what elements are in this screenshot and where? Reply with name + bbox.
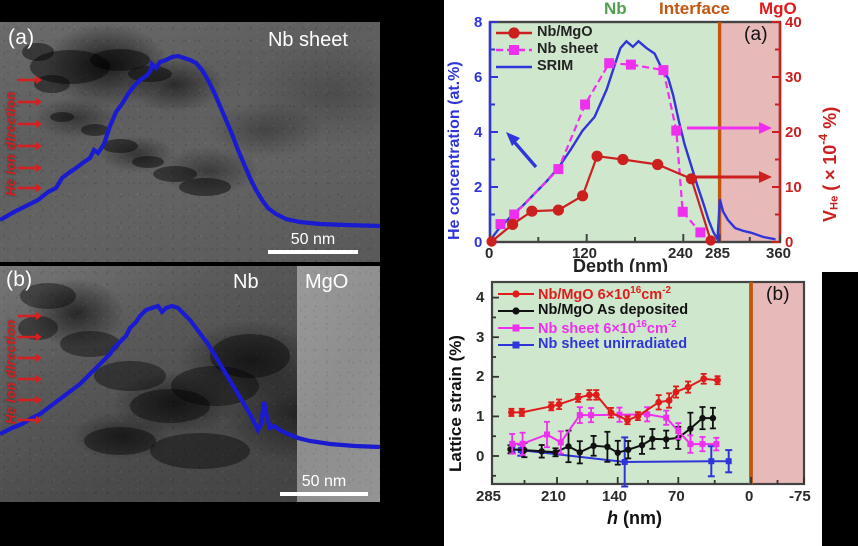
panel-tag-a: (a) — [8, 26, 35, 49]
x-ticklabel-a-0: 0 — [485, 245, 494, 262]
y2-ticklabel-a-10: 10 — [785, 179, 802, 196]
scalebar-b-bar — [280, 492, 368, 496]
y2-ticklabel-a-20: 20 — [785, 124, 802, 141]
chart-panel-b: Nb/MgO 6×1016cm-2 Nb/MgO As deposited Nb… — [444, 272, 822, 546]
series-nb-mgo-a-markers — [486, 150, 716, 247]
he-profile-curve-a — [0, 53, 380, 229]
legend-b-item-nbsheet-unirr: Nb sheet unirradiated — [538, 336, 688, 352]
region-mgo-b — [751, 282, 804, 484]
x-ticklabel-a-120: 120 — [572, 245, 598, 262]
x-ticklabel-a-285: 285 — [705, 245, 731, 262]
y-ticklabel-b-3: 3 — [476, 329, 485, 346]
region-mgo-a — [719, 22, 780, 242]
series-nb-mgo-a-line — [490, 154, 712, 243]
legend-a-samples — [496, 27, 532, 69]
y-axis-title-b: Lattice strain (%) — [446, 335, 465, 472]
series-b-nbmgo-line — [511, 377, 718, 422]
series-b-asdep-markers — [507, 414, 717, 456]
y-ticks-right-a — [772, 21, 780, 243]
y2-ticklabel-a-0: 0 — [785, 234, 794, 251]
legend-b-item-nbmgo-asdep: Nb/MgO As deposited — [538, 302, 689, 318]
header-mgo: MgO — [759, 0, 797, 18]
material-label-nb: Nb — [233, 271, 259, 293]
series-nb-sheet-a-line — [499, 62, 702, 234]
series-srim-a — [489, 39, 776, 244]
series-b-nbsheet-markers — [509, 411, 720, 448]
y-ticklabel-b-1: 1 — [476, 408, 485, 425]
x-ticklabel-b-285: 285 — [476, 488, 502, 505]
legend-a-item-srim: SRIM — [537, 58, 574, 74]
legend-a-item-nb-mgo: Nb/MgO — [537, 24, 593, 40]
y-axis-title-a: He concentration (at.%) — [446, 61, 463, 240]
y-ticklabel-b-4: 4 — [476, 289, 485, 306]
legend-b-item-nbmgo-irr: Nb/MgO 6×1016cm-2 — [538, 285, 671, 303]
scalebar-a-bar — [268, 250, 358, 254]
tem-b-defect-overlay — [0, 283, 380, 469]
scalebar-a: 50 nm — [268, 231, 358, 254]
x-ticks-b — [491, 477, 805, 484]
mgo-region-image — [297, 266, 380, 502]
y-ticklabel-a-2: 2 — [474, 179, 483, 196]
y-ticklabel-a-4: 4 — [474, 124, 483, 141]
y2-axis-title-a: VHe (×10-4 %) — [816, 106, 841, 222]
x-ticklabel-b-210: 210 — [541, 488, 567, 505]
right-axis-pointer-arrow-magenta — [687, 122, 772, 134]
y-ticklabel-a-8: 8 — [474, 14, 483, 31]
x-ticklabel-a-360: 360 — [766, 245, 792, 262]
x-ticklabel-b-140: 140 — [602, 488, 628, 505]
legend-b-samples — [498, 290, 534, 349]
x-axis-title-a: Depth (nm) — [573, 256, 668, 276]
mgo-speckle — [297, 266, 380, 502]
tem-a-defect-overlay — [0, 43, 380, 229]
chart-b-svg — [490, 280, 806, 488]
tem-image-panel-a: (a) Nb sheet He ion direction 50 nm — [0, 22, 380, 262]
y-ticklabel-a-0: 0 — [474, 234, 483, 251]
he-ion-arrows-a — [18, 76, 42, 192]
tem-image-panel-b: (b) Nb MgO He ion direction 50 nm — [0, 266, 380, 502]
chart-a-svg — [486, 20, 782, 247]
right-axis-pointer-arrow-red — [689, 171, 772, 183]
x-ticklabel-b-minus75: -75 — [789, 488, 811, 505]
series-b-nbmgo-markers — [508, 375, 721, 424]
left-axis-pointer-arrow-a — [506, 132, 538, 169]
y-ticks-b — [492, 296, 499, 477]
x-axis-title-b: h (nm) — [607, 508, 662, 528]
panel-tag-b: (b) — [6, 268, 33, 291]
y-ticklabel-a-6: 6 — [474, 69, 483, 86]
y-ticklabel-b-0: 0 — [476, 448, 485, 465]
y-ticklabel-b-2: 2 — [476, 368, 485, 385]
scalebar-a-label: 50 nm — [290, 231, 336, 248]
x-ticklabel-b-70: 70 — [668, 488, 685, 505]
header-interface: Interface — [659, 0, 730, 18]
legend-a-item-nb-sheet: Nb sheet — [537, 41, 599, 57]
x-ticklabel-b-0: 0 — [745, 488, 754, 505]
scalebar-b: 50 nm — [280, 473, 368, 496]
y-ticks-left-a — [490, 21, 498, 243]
he-profile-curve-b — [0, 303, 380, 450]
y2-ticklabel-a-30: 30 — [785, 69, 802, 86]
legend-b-item-nbsheet-irr: Nb sheet 6×1016cm-2 — [538, 319, 677, 337]
right-black-margin — [822, 272, 858, 546]
header-nb: Nb — [604, 0, 627, 18]
he-ion-arrows-b — [18, 312, 42, 424]
y2-ticklabel-a-40: 40 — [785, 14, 802, 31]
chart-b-panel-tag: (b) — [766, 284, 790, 305]
x-ticklabel-a-240: 240 — [668, 245, 694, 262]
series-nb-sheet-a-markers — [495, 58, 706, 238]
material-label-nb-sheet: Nb sheet — [267, 29, 348, 51]
material-label-mgo: MgO — [305, 271, 349, 293]
chart-a-panel-tag: (a) — [744, 24, 768, 45]
chart-panel-a: Nb Interface MgO — [444, 0, 858, 276]
scalebar-b-label: 50 nm — [301, 473, 347, 490]
